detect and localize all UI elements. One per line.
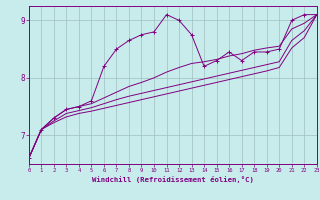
X-axis label: Windchill (Refroidissement éolien,°C): Windchill (Refroidissement éolien,°C) bbox=[92, 176, 254, 183]
